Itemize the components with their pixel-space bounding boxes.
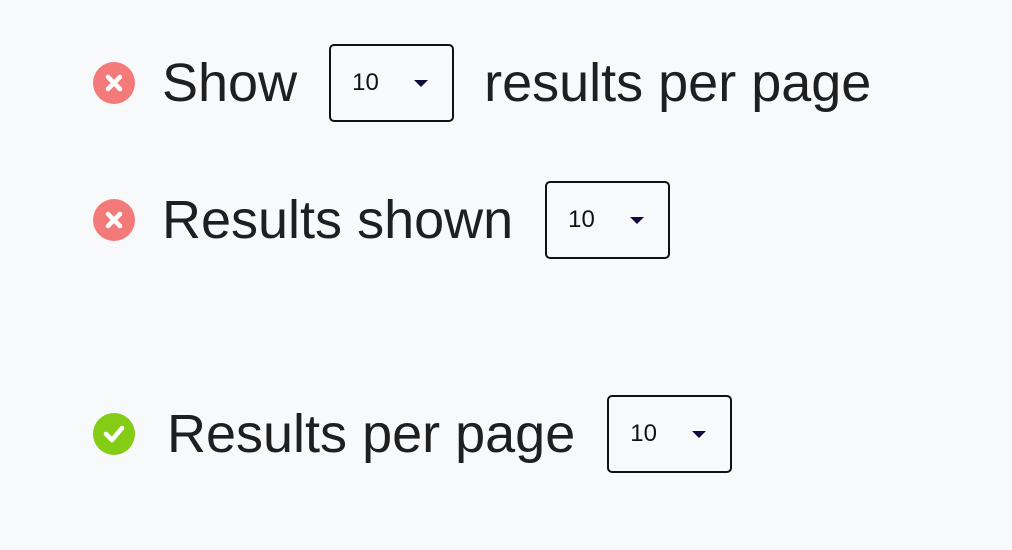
example-row-show-results-per-page: Show 10 results per page [93,43,871,123]
check-circle-icon [93,413,135,455]
example-row-results-per-page: Results per page 10 [93,394,733,474]
x-circle-icon [93,199,135,241]
select-value: 10 [568,206,595,233]
example-row-results-shown: Results shown 10 [93,180,671,260]
select-value: 10 [352,69,379,96]
x-circle-icon [93,62,135,104]
label-after: results per page [484,53,872,113]
caret-down-icon [630,216,645,224]
caret-down-icon [414,79,429,87]
caret-down-icon [692,430,707,438]
label-before: Results per page [167,404,576,464]
results-per-page-select[interactable]: 10 [607,395,733,473]
label-before: Show [162,53,298,113]
select-value: 10 [630,420,657,447]
results-shown-select[interactable]: 10 [545,181,671,259]
label-before: Results shown [162,190,514,250]
results-per-page-select[interactable]: 10 [329,44,455,122]
